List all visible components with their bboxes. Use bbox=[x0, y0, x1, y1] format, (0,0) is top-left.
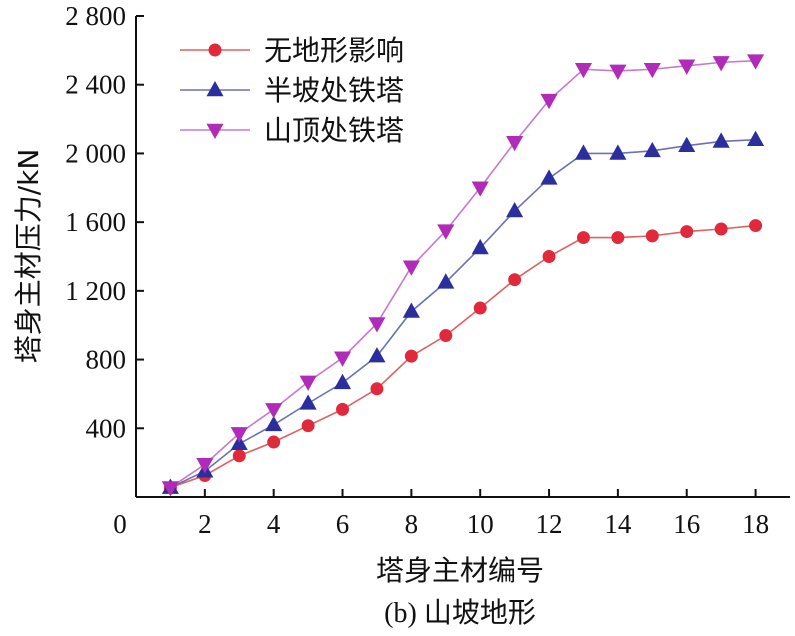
data-point bbox=[471, 181, 489, 197]
y-tick-label: 1 200 bbox=[65, 276, 126, 306]
x-tick-label: 10 bbox=[467, 509, 494, 539]
data-point bbox=[680, 225, 694, 239]
data-point bbox=[230, 427, 248, 443]
data-point bbox=[402, 302, 420, 318]
data-point bbox=[333, 373, 352, 390]
data-point bbox=[749, 219, 763, 233]
data-point bbox=[402, 260, 420, 276]
series-2 bbox=[161, 130, 765, 494]
data-point bbox=[747, 130, 765, 146]
y-tick-label: 2 800 bbox=[65, 1, 126, 31]
y-tick-label: 2 400 bbox=[65, 70, 126, 100]
data-point bbox=[542, 250, 556, 263]
data-point bbox=[574, 144, 593, 160]
data-point bbox=[161, 481, 179, 497]
x-tick-label: 14 bbox=[604, 509, 632, 539]
legend-label: 山顶处铁塔 bbox=[264, 114, 404, 147]
legend-marker bbox=[208, 43, 222, 57]
data-point bbox=[368, 347, 386, 363]
legend-label: 无地形影响 bbox=[264, 34, 404, 67]
data-point bbox=[196, 458, 214, 474]
x-tick-label: 16 bbox=[673, 509, 700, 539]
data-point bbox=[712, 132, 730, 148]
data-point bbox=[747, 54, 765, 70]
x-tick-label: 8 bbox=[405, 509, 419, 539]
data-point bbox=[609, 144, 627, 160]
y-axis-title: 塔身主材压力/kN bbox=[12, 149, 45, 364]
data-point bbox=[336, 402, 350, 416]
data-point bbox=[714, 222, 728, 236]
data-point bbox=[299, 375, 317, 391]
data-point bbox=[439, 329, 453, 343]
series-1 bbox=[163, 219, 763, 495]
data-point bbox=[368, 317, 386, 333]
x-tick-label: 4 bbox=[267, 509, 281, 539]
data-point bbox=[574, 62, 593, 79]
data-point bbox=[299, 394, 317, 410]
data-point bbox=[301, 419, 315, 433]
legend-marker bbox=[206, 123, 224, 139]
figure-caption: (b) 山坡地形 bbox=[384, 597, 536, 629]
x-axis-title: 塔身主材编号 bbox=[376, 554, 544, 587]
data-point bbox=[540, 93, 558, 110]
legend-marker bbox=[206, 81, 224, 97]
series-3 bbox=[161, 54, 765, 497]
data-point bbox=[437, 224, 455, 240]
legend-label: 半坡处铁塔 bbox=[264, 74, 404, 107]
data-point bbox=[265, 415, 283, 432]
data-point bbox=[471, 238, 489, 255]
tick-labels: 400 800 1 200 1 600 2 000 2 400 2 800 0 2 4 6 8 10 12… bbox=[65, 1, 769, 539]
data-point bbox=[609, 64, 627, 80]
data-point bbox=[473, 301, 487, 315]
legend-item: 山顶处铁塔 bbox=[180, 114, 404, 147]
data-point bbox=[437, 273, 455, 289]
data-point bbox=[540, 169, 558, 185]
data-point bbox=[643, 62, 661, 79]
x-tick-label: 2 bbox=[198, 509, 212, 539]
data-point bbox=[678, 59, 696, 75]
y-tick-label: 400 bbox=[86, 413, 127, 443]
series bbox=[161, 54, 765, 497]
x-tick-label: 6 bbox=[336, 509, 350, 539]
data-point bbox=[506, 135, 524, 152]
data-point bbox=[645, 229, 659, 243]
data-point bbox=[370, 382, 384, 396]
x-tick-label: 0 bbox=[113, 509, 127, 539]
data-point bbox=[678, 136, 696, 152]
legend-item: 无地形影响 bbox=[180, 34, 404, 67]
data-point bbox=[508, 273, 522, 287]
y-tick-label: 800 bbox=[86, 345, 127, 375]
y-tick-label: 2 000 bbox=[65, 138, 126, 168]
data-point bbox=[506, 201, 524, 218]
data-point bbox=[267, 435, 281, 449]
series-line bbox=[169, 59, 756, 489]
x-tick-label: 12 bbox=[536, 509, 563, 539]
data-point bbox=[333, 351, 352, 367]
data-point bbox=[576, 231, 590, 245]
axes bbox=[135, 16, 790, 498]
data-point bbox=[643, 141, 661, 158]
data-point bbox=[712, 56, 730, 72]
legend-item: 半坡处铁塔 bbox=[180, 74, 404, 107]
data-point bbox=[404, 349, 418, 363]
x-tick-label: 18 bbox=[742, 509, 769, 539]
data-point bbox=[232, 449, 246, 463]
data-point bbox=[611, 231, 625, 245]
data-point bbox=[265, 403, 283, 419]
y-tick-label: 1 600 bbox=[65, 207, 126, 237]
series-line bbox=[170, 138, 756, 489]
